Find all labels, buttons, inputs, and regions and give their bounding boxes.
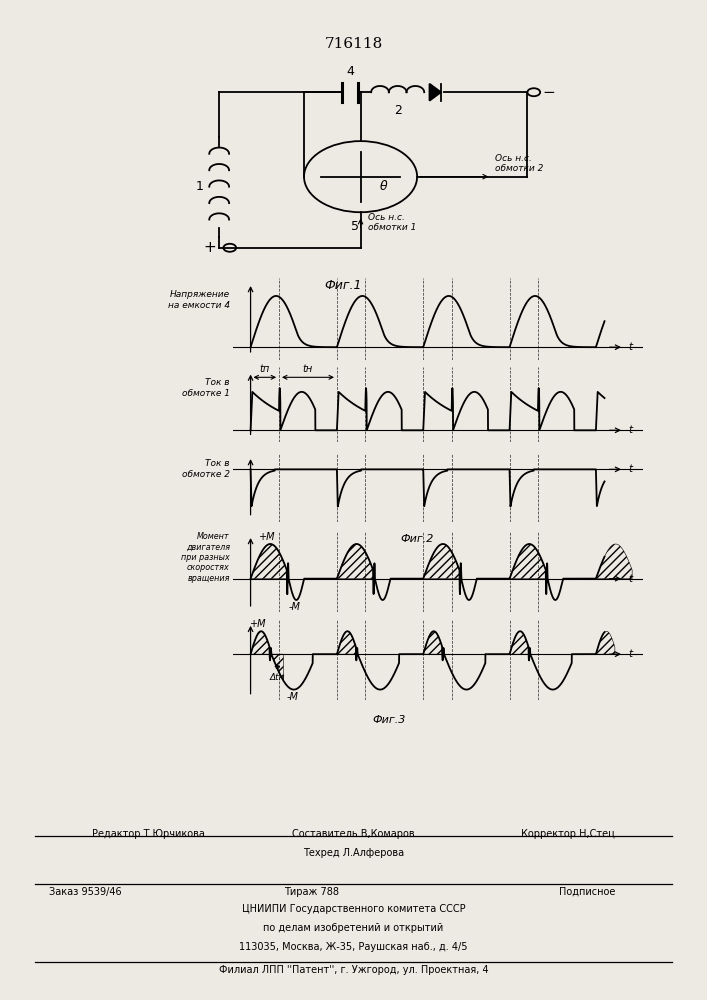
Text: θ: θ xyxy=(380,180,387,193)
Text: -M: -M xyxy=(286,692,298,702)
Text: 1: 1 xyxy=(196,180,204,193)
Text: t: t xyxy=(629,342,632,352)
Text: +M: +M xyxy=(259,532,275,542)
Text: -M: -M xyxy=(288,602,300,612)
Text: 113035, Москва, Ж-35, Раушская наб., д. 4/5: 113035, Москва, Ж-35, Раушская наб., д. … xyxy=(239,942,468,952)
Text: Напряжение
на емкости 4: Напряжение на емкости 4 xyxy=(168,290,230,310)
Text: Δtн: Δtн xyxy=(269,673,285,682)
Text: Филиал ЛПП ''Патент'', г. Ужгород, ул. Проектная, 4: Филиал ЛПП ''Патент'', г. Ужгород, ул. П… xyxy=(218,965,489,975)
Text: 4: 4 xyxy=(346,65,354,78)
Text: tп: tп xyxy=(259,364,270,374)
Text: Корректор Н,Стец: Корректор Н,Стец xyxy=(521,829,615,839)
Text: 5: 5 xyxy=(351,220,359,233)
Text: по делам изобретений и открытий: по делам изобретений и открытий xyxy=(264,923,443,933)
Text: Тираж 788: Тираж 788 xyxy=(284,887,339,897)
Text: t: t xyxy=(629,425,632,435)
Text: ЦНИИПИ Государственного комитета СССР: ЦНИИПИ Государственного комитета СССР xyxy=(242,904,465,914)
Text: Составитель В,Комаров: Составитель В,Комаров xyxy=(292,829,415,839)
Text: Редактор Т.Юрчикова: Редактор Т.Юрчикова xyxy=(92,829,205,839)
Text: Подписное: Подписное xyxy=(559,887,615,897)
Text: t: t xyxy=(629,649,632,659)
Text: −: − xyxy=(543,85,556,100)
Text: Фиг.1: Фиг.1 xyxy=(324,279,362,292)
Text: Момент
двигателя
при разных
скоростях
вращения: Момент двигателя при разных скоростях вр… xyxy=(181,532,230,583)
Text: Ось н.с.
обмотки 1: Ось н.с. обмотки 1 xyxy=(368,213,416,232)
Text: Фиг.3: Фиг.3 xyxy=(372,715,406,725)
Text: Ось н.с.
обмотки 2: Ось н.с. обмотки 2 xyxy=(495,154,543,173)
Text: Фиг.2: Фиг.2 xyxy=(400,534,434,544)
Text: Заказ 9539/46: Заказ 9539/46 xyxy=(49,887,122,897)
Text: Техред Л.Алферова: Техред Л.Алферова xyxy=(303,848,404,858)
Text: Ток в
обмотке 2: Ток в обмотке 2 xyxy=(182,459,230,479)
Text: +M: +M xyxy=(250,619,267,629)
Text: 716118: 716118 xyxy=(325,37,382,51)
Text: t: t xyxy=(629,574,632,584)
Polygon shape xyxy=(430,84,441,101)
Text: t: t xyxy=(629,464,632,474)
Text: 2: 2 xyxy=(394,104,402,117)
Text: +: + xyxy=(203,240,216,255)
Text: tн: tн xyxy=(303,364,313,374)
Text: Ток в
обмотке 1: Ток в обмотке 1 xyxy=(182,378,230,398)
